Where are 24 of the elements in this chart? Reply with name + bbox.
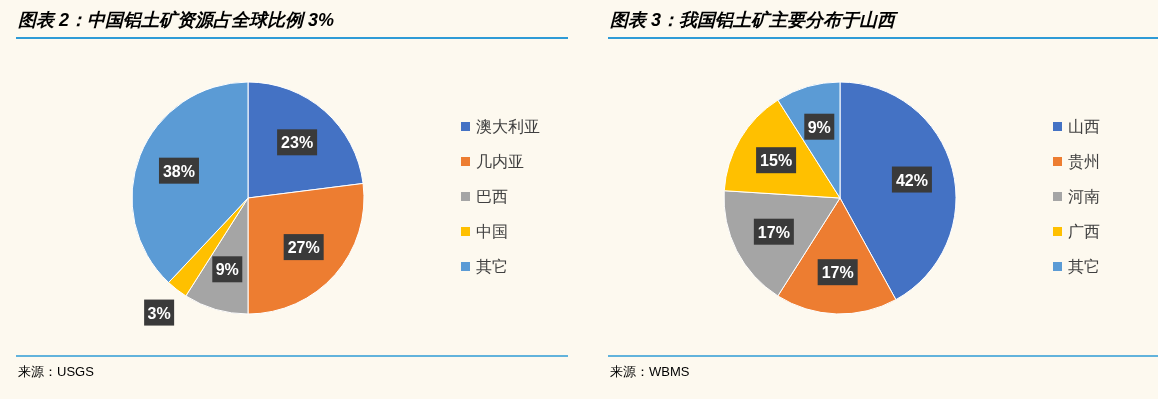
- legend-label: 几内亚: [476, 153, 524, 170]
- data-label: 27%: [287, 239, 320, 257]
- legend-label: 贵州: [1068, 153, 1100, 170]
- data-label: 23%: [281, 134, 314, 152]
- data-label: 17%: [821, 264, 854, 282]
- legend-label: 中国: [476, 223, 508, 240]
- source-note: 来源：WBMS: [610, 364, 690, 379]
- legend-label: 澳大利亚: [476, 118, 540, 135]
- data-label: 15%: [760, 152, 793, 170]
- chart-title: 图表 3：我国铝土矿主要分布于山西: [610, 10, 900, 30]
- data-label: 3%: [147, 304, 171, 322]
- source-note: 来源：USGS: [18, 364, 95, 379]
- data-label: 9%: [807, 118, 831, 136]
- legend-label: 其它: [1068, 258, 1100, 275]
- legend-label: 河南: [1068, 188, 1100, 205]
- data-label: 17%: [757, 223, 790, 241]
- legend-label: 巴西: [476, 188, 508, 205]
- chart-title: 图表 2：中国铝土矿资源占全球比例 3%: [18, 10, 335, 30]
- data-label: 9%: [215, 261, 239, 279]
- legend-label: 广西: [1068, 223, 1100, 240]
- data-label: 38%: [162, 162, 195, 180]
- legend-label: 其它: [476, 258, 508, 275]
- data-label: 42%: [895, 171, 928, 189]
- legend-label: 山西: [1068, 118, 1100, 135]
